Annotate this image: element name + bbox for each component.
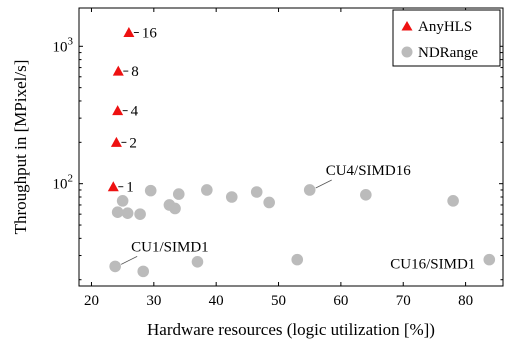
legend-anyhls-marker-icon	[401, 21, 413, 31]
legend: AnyHLS NDRange	[392, 9, 501, 67]
anyhls-point	[123, 27, 135, 38]
anyhls-point	[112, 65, 124, 76]
y-tick-label: 103	[53, 35, 74, 55]
x-axis-ticks: 20 30 40 50 60 70 80	[84, 8, 473, 309]
ndrange-point	[109, 260, 121, 273]
plot-frame	[78, 7, 504, 287]
anyhls-point-label: 8	[131, 64, 139, 80]
ndrange-point	[447, 195, 459, 207]
x-tick-label: 80	[458, 293, 473, 309]
x-tick-label: 60	[333, 293, 348, 309]
anyhls-point-label: 16	[142, 26, 158, 42]
ndrange-point	[225, 191, 238, 203]
y-tick-label: 102	[53, 173, 74, 193]
x-tick-label: 70	[396, 293, 411, 309]
legend-ndrange-marker-icon	[401, 46, 413, 58]
ndrange-point	[291, 253, 304, 266]
anyhls-point	[112, 105, 124, 116]
ndrange-point	[191, 256, 204, 268]
ndrange-point	[144, 184, 157, 197]
ndrange-point	[172, 188, 185, 200]
ndrange-point	[121, 207, 134, 219]
legend-ndrange-label: NDRange	[418, 45, 478, 61]
y-axis-ticks: 102 103	[53, 35, 503, 281]
ndrange-point	[483, 253, 496, 266]
ndrange-point	[201, 184, 213, 196]
x-tick-label: 20	[84, 293, 99, 309]
anyhls-point	[110, 136, 122, 147]
x-axis-label: Hardware resources (logic utilization [%…	[147, 320, 435, 339]
annotation-leader-line	[315, 179, 332, 189]
annotation-label: CU16/SIMD1	[390, 257, 475, 273]
ndrange-point	[303, 184, 316, 196]
legend-anyhls-label: AnyHLS	[418, 19, 472, 35]
annotation-label: CU4/SIMD16	[326, 163, 412, 179]
annotation-leader-line	[120, 256, 138, 265]
anyhls-point	[107, 181, 119, 192]
annotation-label: CU1/SIMD1	[131, 239, 209, 255]
ndrange-point	[137, 265, 150, 278]
anyhls-point-label: 1	[126, 180, 134, 196]
ndrange-point	[360, 189, 372, 201]
anyhls-point-label: 4	[131, 104, 139, 120]
x-tick-label: 40	[209, 293, 224, 309]
ndrange-point	[116, 195, 129, 207]
y-axis-label: Throughput in [MPixel/s]	[11, 60, 30, 235]
data-points: 1 2 4 8 16	[107, 26, 496, 278]
ndrange-point	[134, 208, 146, 220]
ndrange-point	[169, 202, 181, 215]
anyhls-point-label: 2	[129, 135, 137, 151]
ndrange-point	[263, 196, 275, 209]
annotations: CU4/SIMD16 CU1/SIMD1 CU16/SIMD1	[120, 163, 475, 273]
legend-box	[392, 9, 501, 67]
x-tick-label: 50	[271, 293, 286, 309]
x-tick-label: 30	[146, 293, 161, 309]
ndrange-point	[250, 186, 263, 198]
ndrange-point	[111, 206, 124, 219]
